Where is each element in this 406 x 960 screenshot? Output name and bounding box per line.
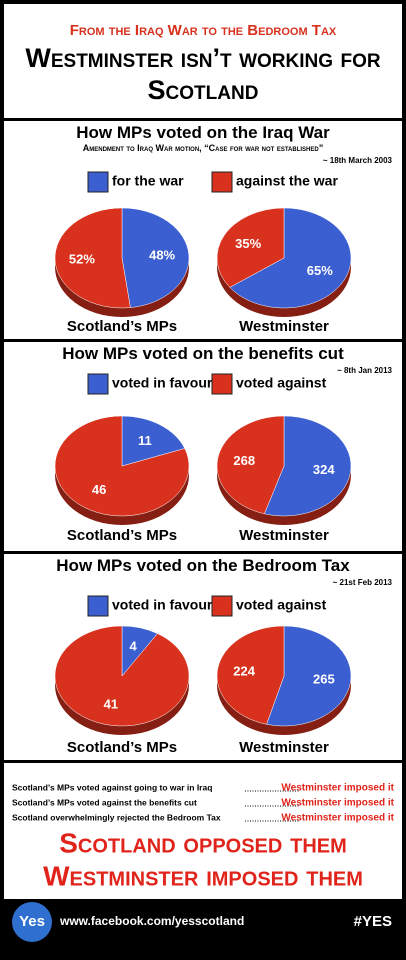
pie-slice — [121, 207, 190, 308]
pie-caption: Scotland’s MPs — [67, 739, 177, 756]
section-date: ~ 8th Jan 2013 — [337, 366, 392, 375]
slice-label: 52% — [69, 251, 95, 266]
url: www.facebook.com/yesscotland — [59, 914, 244, 928]
section-date: ~ 21st Feb 2013 — [332, 578, 392, 587]
slice-label: 224 — [233, 663, 255, 678]
pie-slice — [54, 207, 131, 309]
header-panel: From the Iraq War to the Bedroom Tax Wes… — [4, 4, 402, 118]
pie-caption: Scotland’s MPs — [67, 527, 177, 544]
pie-slice — [266, 625, 352, 727]
verdict: Westminster imposed it — [281, 813, 394, 824]
slice-label: 268 — [233, 453, 255, 468]
legend-label: voted in favour — [112, 375, 213, 391]
slice-label: 35% — [235, 236, 261, 251]
legend-swatch — [211, 595, 233, 617]
slogan: Westminster imposed them — [43, 860, 363, 891]
legend-swatch — [211, 171, 233, 193]
legend-swatch — [87, 373, 109, 395]
pie-caption: Westminster — [239, 318, 329, 335]
statement: Scotland overwhelmingly rejected the Bed… — [12, 812, 221, 822]
verdict: Westminster imposed it — [281, 783, 394, 794]
pie-slice — [216, 625, 285, 725]
statement: Scotland’s MPs voted against going to wa… — [12, 782, 212, 792]
pie-slice — [216, 207, 285, 288]
slice-label: 265 — [313, 671, 335, 686]
pie-slice — [216, 415, 285, 515]
legend-label: against the war — [236, 173, 338, 189]
logo-circle — [12, 902, 52, 942]
slice-label: 324 — [313, 462, 335, 477]
legend-label: voted in favour — [112, 597, 213, 613]
legend-label: voted against — [236, 375, 327, 391]
verdict: Westminster imposed it — [281, 798, 394, 809]
pie-caption: Westminster — [239, 527, 329, 544]
section-title: How MPs voted on the Iraq War — [76, 123, 330, 142]
section-title: How MPs voted on the benefits cut — [62, 344, 344, 363]
kicker: From the Iraq War to the Bedroom Tax — [69, 22, 337, 39]
legend-label: for the war — [112, 173, 184, 189]
statement: Scotland’s MPs voted against the benefit… — [12, 797, 197, 807]
pie-caption: Scotland’s MPs — [67, 318, 177, 335]
pie-slice — [229, 207, 352, 309]
footer-panel — [4, 763, 402, 899]
slice-label: 11 — [138, 433, 152, 448]
pie-slice — [264, 415, 352, 517]
slice-label: 48% — [149, 248, 175, 263]
pie-slice — [54, 625, 190, 727]
section-title: How MPs voted on the Bedroom Tax — [56, 556, 350, 575]
pie-slice — [54, 415, 190, 517]
hashtag: #YES — [354, 913, 392, 930]
section-date: ~ 18th March 2003 — [322, 156, 392, 165]
legend-swatch — [211, 373, 233, 395]
slice-label: 46 — [92, 482, 106, 497]
legend-label: voted against — [236, 597, 327, 613]
slice-label: 4 — [129, 639, 137, 654]
pie-slice — [121, 415, 186, 467]
pie-caption: Westminster — [239, 739, 329, 756]
slice-label: 65% — [307, 263, 333, 278]
slice-label: 41 — [104, 696, 118, 711]
legend-swatch — [87, 595, 109, 617]
main-title: Westminster isn’t working for Scotland — [25, 43, 381, 105]
section-subtitle: Amendment to Iraq War motion, “Case for … — [82, 143, 324, 153]
logo-text: Yes — [19, 913, 45, 930]
legend-swatch — [87, 171, 109, 193]
slogan: Scotland opposed them — [59, 827, 347, 858]
